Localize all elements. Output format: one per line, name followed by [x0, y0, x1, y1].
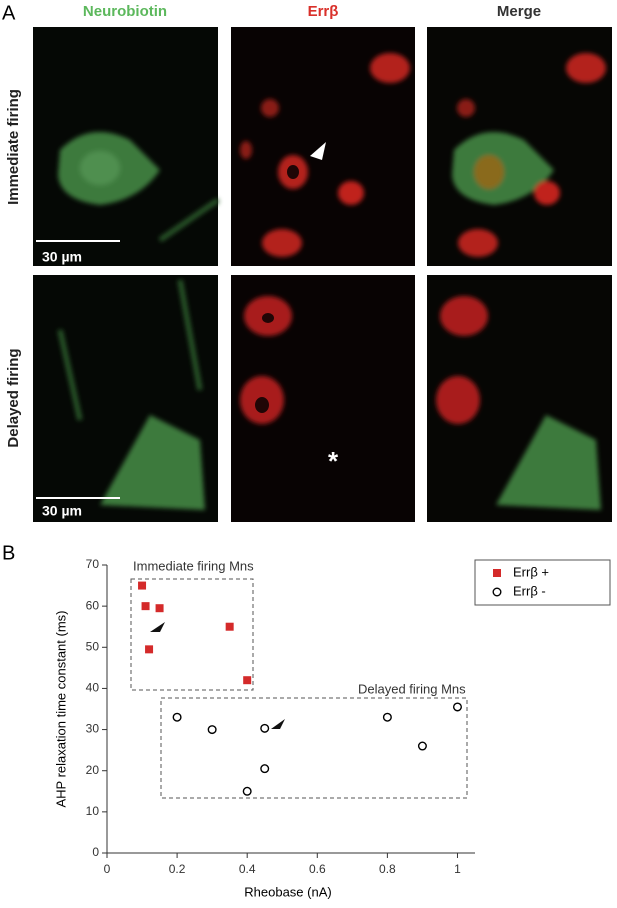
point — [243, 676, 252, 685]
panel-label: B — [2, 542, 15, 564]
point — [141, 602, 150, 611]
x-tick-label: 0 — [104, 862, 111, 876]
y-axis-label: AHP relaxation time constant (ms) — [53, 611, 68, 808]
point — [145, 645, 154, 654]
point — [138, 581, 147, 590]
column-header: Merge — [497, 3, 541, 20]
row-header: Immediate firing — [5, 89, 22, 205]
legend-marker — [492, 587, 502, 597]
y-tick-label: 10 — [86, 804, 100, 818]
scale-bar-label: 30 µm — [42, 503, 82, 519]
y-tick-label: 70 — [86, 557, 100, 571]
point — [382, 712, 392, 722]
legend-marker — [493, 569, 501, 577]
point — [225, 622, 234, 631]
panel-label: A — [2, 2, 16, 24]
point — [155, 604, 164, 613]
x-tick-label: 0.2 — [169, 862, 186, 876]
legend-box — [474, 559, 611, 606]
y-tick-label: 30 — [86, 722, 100, 736]
row-header: Delayed firing — [5, 348, 22, 447]
y-tick-label: 0 — [92, 845, 99, 859]
annotation: Immediate firing Mns — [133, 558, 254, 573]
scale-bar-label: 30 µm — [42, 249, 82, 265]
arrow — [150, 622, 165, 632]
point — [172, 712, 182, 722]
column-header: Errβ — [308, 3, 339, 20]
x-tick-label: 0.8 — [379, 862, 396, 876]
point — [260, 723, 270, 733]
x-tick-label: 0.4 — [239, 862, 256, 876]
annotation: Delayed firing Mns — [358, 681, 466, 696]
y-tick-label: 20 — [86, 763, 100, 777]
x-axis-label: Rheobase (nA) — [244, 884, 331, 899]
x-tick-label: 0.6 — [309, 862, 326, 876]
point — [417, 741, 427, 751]
column-header: Neurobiotin — [83, 3, 167, 20]
y-tick-label: 60 — [86, 598, 100, 612]
point — [452, 702, 462, 712]
y-tick-label: 50 — [86, 639, 100, 653]
point — [207, 725, 217, 735]
group-box — [160, 697, 468, 799]
legend-label: Errβ + — [513, 564, 549, 579]
y-tick-label: 40 — [86, 681, 100, 695]
point — [260, 764, 270, 774]
legend-label: Errβ - — [513, 583, 546, 598]
arrow — [271, 719, 285, 729]
x-tick-label: 1 — [454, 862, 461, 876]
asterisk: * — [328, 446, 339, 476]
micrographs — [33, 27, 612, 522]
point — [242, 786, 252, 796]
group-box — [130, 578, 254, 691]
